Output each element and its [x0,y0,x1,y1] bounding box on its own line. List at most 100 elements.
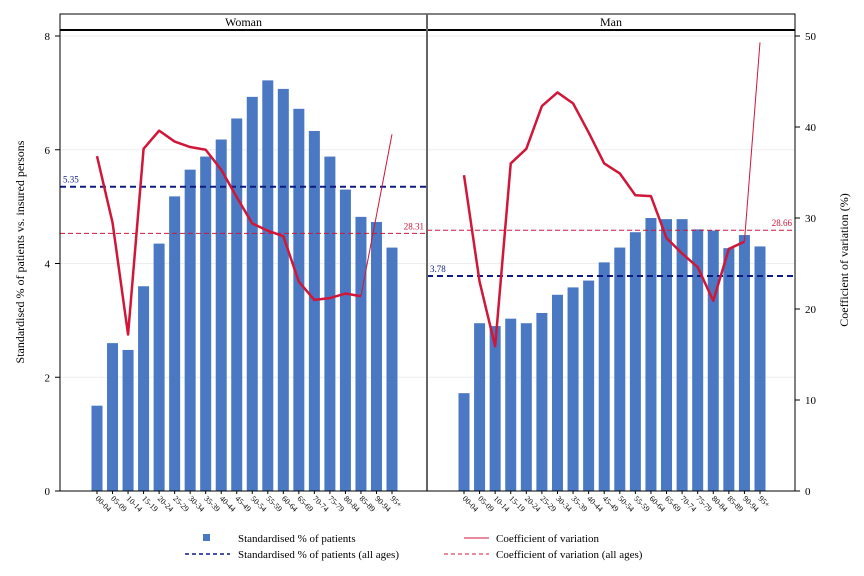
legend-label-mean-cv: Coefficient of variation (all ages) [496,549,643,561]
x-tick-label: 10-14 [492,494,512,514]
x-tick-label: 90-94 [741,494,761,514]
bar [707,230,719,491]
bar [277,88,289,492]
x-tick-label: 30-34 [554,494,574,514]
x-tick-label: 05-09 [109,494,129,514]
bar [551,294,563,491]
x-tick-label: 00-04 [461,494,481,514]
cv-line [95,129,362,336]
x-tick-label: 80-84 [342,494,362,514]
x-tick-label: 35-39 [570,494,590,514]
bar [458,393,470,491]
bar [505,318,517,491]
x-tick-label: 90-94 [373,494,393,514]
x-tick-label: 85-89 [725,494,745,514]
bar [598,262,610,491]
bar [583,280,595,491]
bar [754,246,766,491]
mean-cv-label: 28.66 [772,218,793,228]
x-tick-label: 75-79 [326,494,346,514]
bar [184,169,196,491]
x-tick-label: 15-19 [507,494,527,514]
bar [293,108,305,492]
x-tick-label: 70-74 [679,494,699,514]
bar [614,247,626,491]
y-tick-label: 2 [45,372,51,384]
x-tick-label: 25-29 [538,494,558,514]
bar [536,312,548,491]
y2-tick-label: 30 [805,213,817,225]
x-tick-label: 75-79 [694,494,714,514]
bar [246,96,258,491]
y2-tick-label: 20 [805,304,817,316]
bar [738,235,750,491]
x-tick-label: 40-44 [585,494,605,514]
y2-tick-label: 40 [805,122,817,134]
x-tick-label: 25-29 [171,494,191,514]
x-tick-label: 50-54 [616,494,636,514]
legend-label-cv: Coefficient of variation [496,533,600,545]
bar [107,343,119,491]
bar [676,219,688,491]
x-tick-label: 55-59 [632,494,652,514]
y2-axis-title: Coefficient of variation (%) [837,193,851,326]
x-tick-label: 45-49 [601,494,621,514]
panel-title: Man [600,15,622,29]
bar [200,156,212,491]
bar [138,286,150,491]
x-tick-label: 30-34 [187,494,207,514]
x-tick-label: 20-24 [523,494,543,514]
x-tick-label: 00-04 [94,494,114,514]
x-tick-label: 45-49 [233,494,253,514]
mean-patients-label: 3.78 [430,264,446,274]
y2-tick-label: 10 [805,395,817,407]
y-axis-title: Standardised % of patients vs. insured p… [13,140,27,363]
x-tick-label: 10-14 [125,494,145,514]
y2-tick-label: 0 [805,486,811,498]
x-tick-label: 80-84 [710,494,730,514]
bar [629,232,641,491]
legend-label-bars: Standardised % of patients [238,533,356,545]
bar [91,405,103,491]
bar [215,139,227,491]
bar [474,323,486,491]
bar [692,229,704,491]
x-tick-label: 05-09 [476,494,496,514]
x-tick-label: 70-74 [311,494,331,514]
bar [153,243,165,491]
cv-line [462,91,745,348]
x-tick-label: 55-59 [264,494,284,514]
bar [339,189,351,491]
bar [231,118,243,491]
x-tick-label: 40-44 [218,494,238,514]
bar [661,219,673,491]
bar [386,247,398,491]
x-tick-label: 50-54 [249,494,269,514]
mean-patients-label: 5.35 [63,175,79,185]
x-tick-label: 85-89 [358,494,378,514]
x-tick-label: 65-69 [295,494,315,514]
y-tick-label: 6 [45,145,51,157]
cv-line-tail [743,42,761,242]
bar [567,287,579,491]
mean-cv-label: 28.31 [404,221,424,231]
bar [355,216,367,492]
bar [324,156,336,491]
x-tick-label: 15-19 [140,494,160,514]
bar [489,326,501,491]
y2-tick-label: 50 [805,31,817,43]
x-tick-label: 60-64 [648,494,668,514]
bar [308,130,320,491]
legend-label-mean-patients: Standardised % of patients (all ages) [238,549,399,561]
cv-line-tail [360,134,393,297]
bar [520,323,532,491]
bar [370,221,382,491]
y-tick-label: 8 [45,31,51,43]
x-tick-label: 20-24 [156,494,176,514]
x-tick-label: 35-39 [202,494,222,514]
bar [122,349,134,491]
y-tick-label: 0 [45,486,51,498]
panel-title: Woman [225,15,262,29]
legend-swatch-bars [203,534,210,541]
